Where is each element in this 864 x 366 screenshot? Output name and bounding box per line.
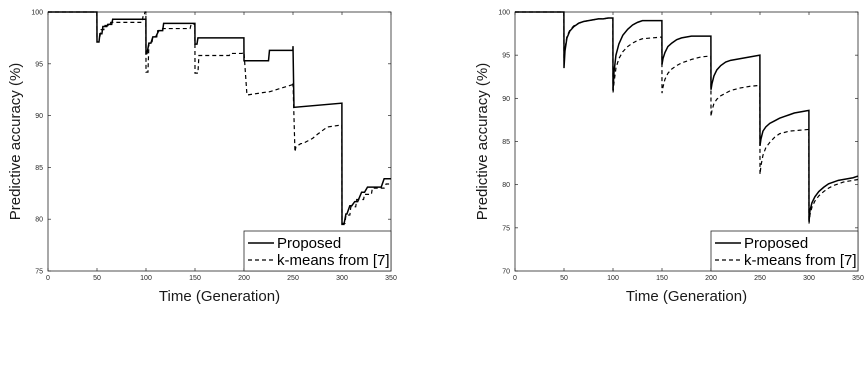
series-line-kmeans	[48, 11, 391, 224]
x-tick-label: 350	[852, 275, 864, 282]
plot-frame	[514, 11, 859, 272]
legend-label-proposed: Proposed	[744, 235, 808, 252]
x-tick-label: 50	[93, 275, 101, 282]
legend-label-kmeans: k-means from [7]	[744, 252, 857, 269]
series-line-proposed	[48, 11, 391, 226]
y-tick-label: 90	[35, 113, 43, 120]
x-tick-label: 350	[385, 275, 397, 282]
x-tick-label: 300	[803, 275, 815, 282]
y-tick-label: 95	[35, 61, 43, 68]
y-tick-label: 100	[31, 10, 43, 17]
legend-box	[243, 230, 392, 272]
series-line-kmeans	[515, 11, 859, 224]
y-tick-label: 80	[35, 217, 43, 224]
x-tick-label: 100	[607, 275, 619, 282]
legend-label-kmeans: k-means from [7]	[277, 252, 390, 269]
y-tick-label: 95	[502, 53, 510, 60]
x-tick-label: 200	[238, 275, 250, 282]
y-tick-label: 70	[502, 269, 510, 276]
x-tick-label: 150	[189, 275, 201, 282]
y-tick-label: 85	[502, 139, 510, 146]
x-tick-label: 200	[705, 275, 717, 282]
legend-box	[710, 230, 859, 272]
y-axis-label: Predictive accuracy (%)	[7, 63, 24, 221]
x-tick-label: 250	[287, 275, 299, 282]
x-axis-label: Time (Generation)	[626, 288, 747, 305]
chart-2: 0 50 100 150 200 250 300 350 70 75 80 85 90 95 100 Time…	[474, 10, 864, 306]
x-tick-label: 0	[513, 275, 517, 282]
legend-label-proposed: Proposed	[277, 235, 341, 252]
y-tick-label: 100	[498, 10, 510, 17]
y-tick-label: 75	[502, 225, 510, 232]
x-axis-label: Time (Generation)	[159, 288, 280, 305]
x-tick-label: 300	[336, 275, 348, 282]
y-tick-label: 75	[35, 269, 43, 276]
x-tick-label: 50	[560, 275, 568, 282]
x-tick-label: 250	[754, 275, 766, 282]
y-tick-label: 80	[502, 182, 510, 189]
chart-1: 0 50 100 150 200 250 300 350 75 80 85 90 95 100 Time (…	[7, 10, 397, 306]
y-axis-label: Predictive accuracy (%)	[474, 63, 491, 221]
x-tick-label: 0	[46, 275, 50, 282]
y-tick-label: 90	[502, 96, 510, 103]
y-tick-label: 85	[35, 165, 43, 172]
x-tick-label: 100	[140, 275, 152, 282]
x-tick-label: 150	[656, 275, 668, 282]
